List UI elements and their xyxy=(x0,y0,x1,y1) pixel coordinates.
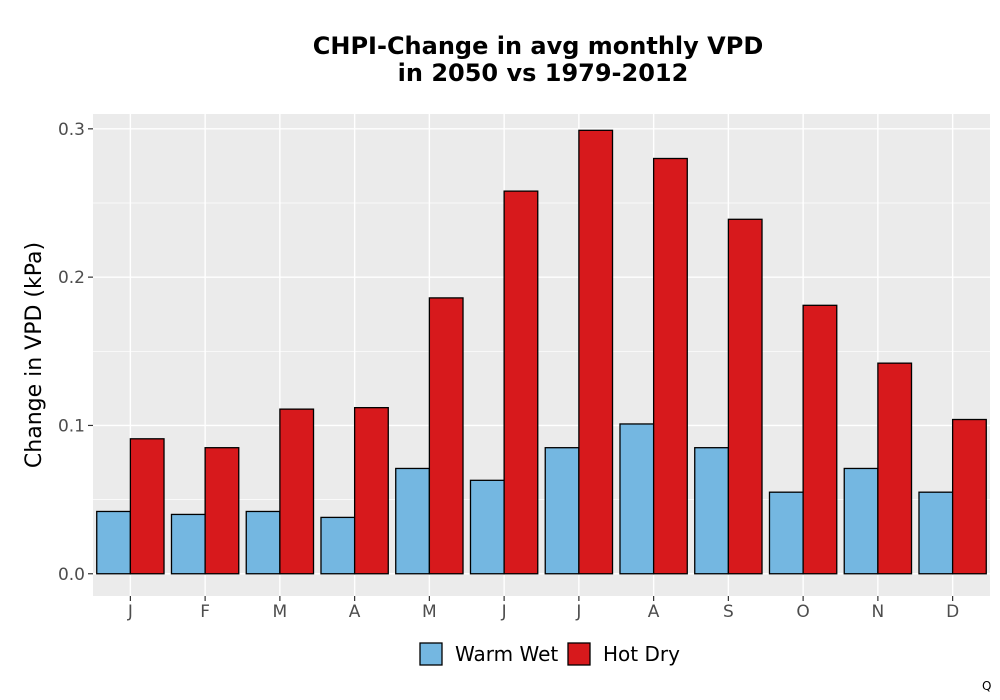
x-tick-label: A xyxy=(648,602,660,622)
bar-warm-wet xyxy=(918,491,954,575)
bar-warm-wet xyxy=(694,447,730,575)
chart-title-line2: in 2050 vs 1979-2012 xyxy=(398,59,689,87)
bar-warm-wet xyxy=(170,513,206,575)
bar-warm-wet xyxy=(395,467,431,575)
legend-swatch xyxy=(419,642,443,666)
bar-warm-wet xyxy=(469,479,505,575)
bar-warm-wet xyxy=(245,510,281,575)
bar-warm-wet xyxy=(96,510,132,575)
x-tick-label: J xyxy=(127,602,133,622)
x-tick-label: N xyxy=(872,602,885,622)
bar-hot-dry xyxy=(279,408,315,575)
x-tick-label: A xyxy=(349,602,361,622)
x-tick-label: J xyxy=(501,602,507,622)
bar-warm-wet xyxy=(320,516,356,575)
bar-hot-dry xyxy=(652,157,688,575)
y-tick-label: 0.2 xyxy=(58,268,85,288)
bar-hot-dry xyxy=(951,418,987,575)
legend-swatch xyxy=(567,642,591,666)
y-tick-label: 0.1 xyxy=(58,416,85,436)
corner-mark: Q xyxy=(982,679,991,693)
bars xyxy=(96,129,987,575)
x-tick-label: S xyxy=(723,602,734,622)
x-tick-label: D xyxy=(946,602,959,622)
legend: Warm Wet Hot Dry xyxy=(419,642,680,666)
y-tick-label: 0.3 xyxy=(58,120,85,140)
bar-hot-dry xyxy=(802,304,838,575)
bar-hot-dry xyxy=(578,129,614,575)
bar-hot-dry xyxy=(503,190,539,575)
bar-hot-dry xyxy=(204,447,240,575)
x-tick-label: M xyxy=(422,602,437,622)
y-axis-title: Change in VPD (kPa) xyxy=(22,242,47,468)
x-tick-label: O xyxy=(796,602,809,622)
y-axis: 0.0 0.1 0.2 0.3 xyxy=(58,120,93,585)
plot-panel xyxy=(93,114,990,596)
bar-hot-dry xyxy=(129,438,165,575)
bar-hot-dry xyxy=(428,297,464,575)
bar-warm-wet xyxy=(843,467,879,575)
chart-title-line1: CHPI-Change in avg monthly VPD xyxy=(313,32,763,60)
bar-warm-wet xyxy=(544,447,580,575)
x-tick-label: M xyxy=(273,602,288,622)
y-tick-label: 0.0 xyxy=(58,565,85,585)
bar-hot-dry xyxy=(727,218,763,575)
legend-label: Hot Dry xyxy=(603,642,680,666)
bar-warm-wet xyxy=(768,491,804,575)
x-tick-label: F xyxy=(200,602,210,622)
bar-warm-wet xyxy=(619,423,655,575)
x-tick-label: J xyxy=(575,602,581,622)
legend-label: Warm Wet xyxy=(455,642,558,666)
bar-hot-dry xyxy=(877,362,913,575)
bar-hot-dry xyxy=(353,406,389,575)
